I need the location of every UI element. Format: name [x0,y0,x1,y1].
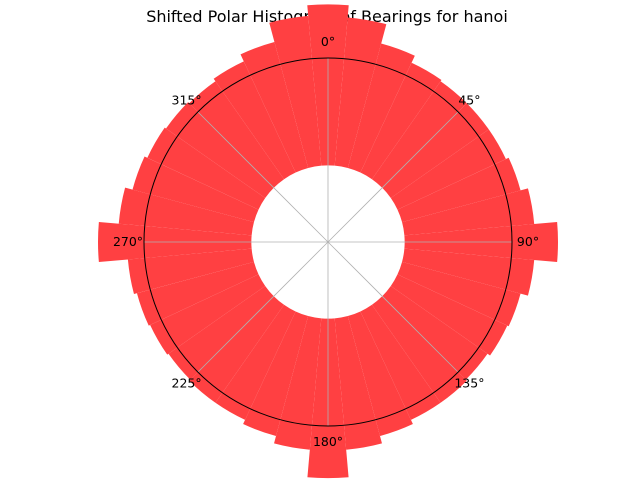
theta-tick-label: 135° [454,375,484,390]
theta-tick-label: 0° [321,34,335,49]
histogram-bar [243,311,309,437]
theta-grid-line [197,241,329,373]
histogram-bar [371,81,467,188]
theta-grid-line [197,111,329,243]
histogram-bar [269,15,322,168]
histogram-bar [347,311,413,437]
histogram-bar [165,102,274,199]
histogram-bar [240,42,309,173]
histogram-bar [189,81,285,188]
theta-tick-label: 90° [517,234,539,249]
histogram-bar [334,316,382,450]
histogram-bar [347,43,415,173]
histogram-bar [382,103,489,199]
histogram-bar [402,188,535,236]
histogram-bar [360,62,442,180]
theta-grid-line [327,111,459,243]
theta-tick-label: 270° [113,234,143,249]
histogram-bar [390,129,506,210]
histogram-bar [136,261,259,326]
histogram-bar [390,274,508,356]
histogram-bar [397,157,521,223]
histogram-bar [132,156,259,223]
histogram-bar [213,61,296,180]
histogram-bar [402,248,535,296]
theta-tick-label: 45° [458,93,480,108]
histogram-bar [382,285,488,380]
theta-tick-labels: 0° 45° 90° 135° 180° 225° 270° 315° [113,34,539,449]
histogram-bar [189,296,285,403]
theta-tick-label: 315° [172,93,202,108]
histogram-bar [397,261,521,327]
histogram-bar [127,248,254,294]
histogram-bar [168,285,274,380]
histogram-bar [118,187,254,236]
theta-tick-label: 180° [313,434,343,449]
histogram-bar [334,17,387,168]
theta-tick-label: 225° [172,375,202,390]
histogram-bar [215,304,296,420]
bars-layer [98,4,558,479]
histogram-bar [147,127,266,210]
theta-grid-line [327,241,459,373]
histogram-bar [371,296,467,403]
grid-layer [144,58,512,426]
histogram-bar [360,304,441,420]
histogram-bar [150,274,266,355]
histogram-bar [274,316,322,450]
polar-frame [143,57,513,427]
